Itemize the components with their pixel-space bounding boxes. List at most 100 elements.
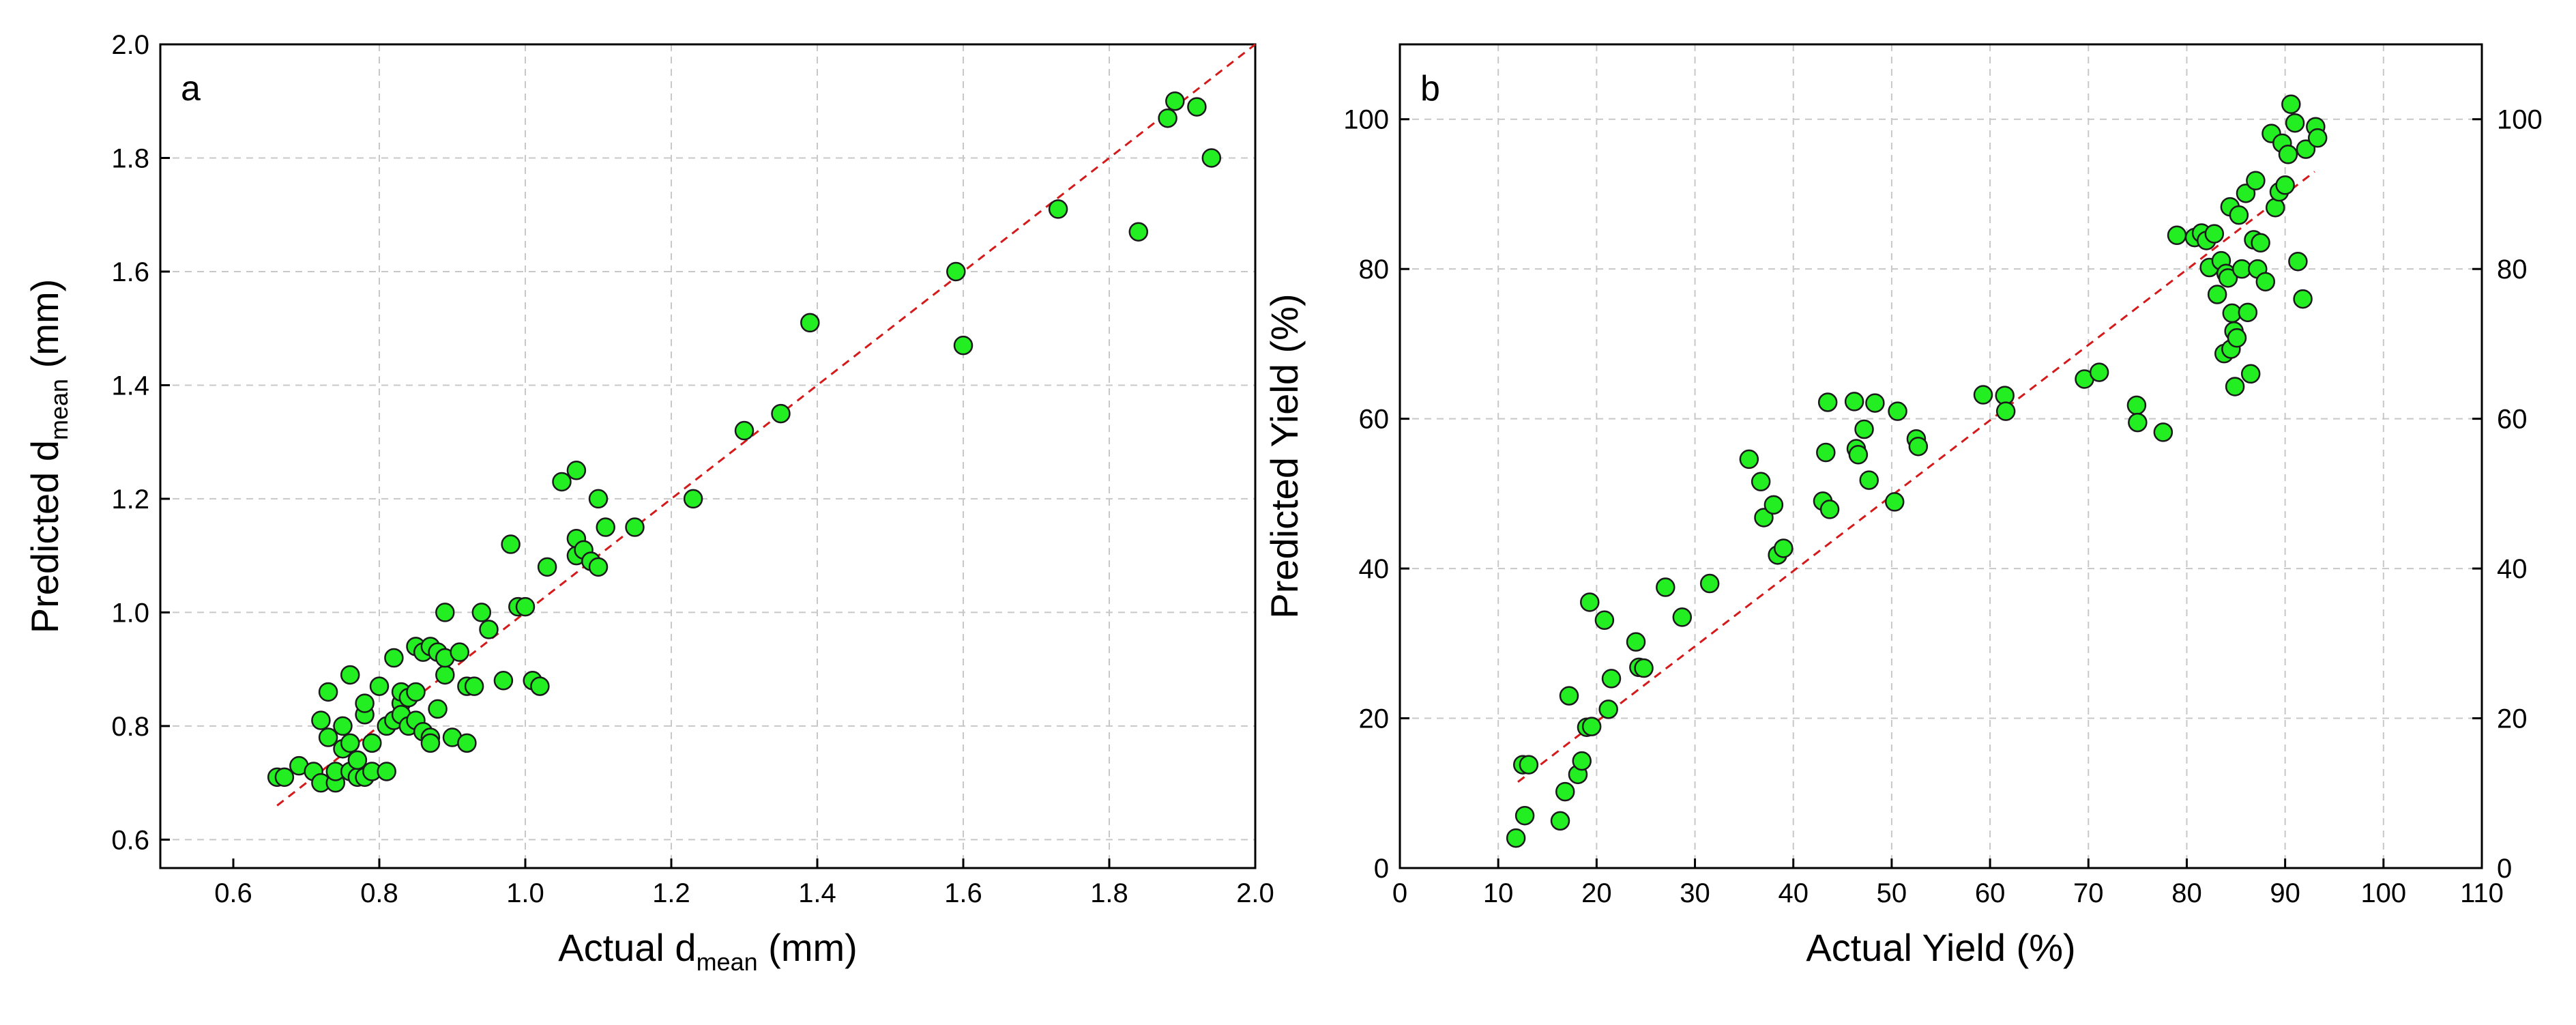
data-point bbox=[588, 557, 609, 577]
data-point bbox=[2153, 422, 2174, 442]
y-tick-label: 2.0 bbox=[111, 30, 149, 60]
panel-label: a bbox=[181, 69, 201, 109]
axis-title-unit: (mm) bbox=[23, 279, 66, 379]
right-y-tick-label: 0 bbox=[2497, 854, 2512, 884]
data-point bbox=[479, 620, 499, 639]
data-point bbox=[377, 762, 396, 781]
data-point bbox=[333, 716, 353, 736]
x-tick-label: 70 bbox=[2073, 878, 2104, 908]
data-point bbox=[1550, 811, 1570, 831]
data-point bbox=[1973, 385, 1993, 405]
data-point bbox=[2207, 285, 2227, 304]
data-point bbox=[1519, 755, 1539, 775]
data-point bbox=[1739, 449, 1759, 470]
data-point bbox=[1754, 508, 1774, 528]
data-point bbox=[435, 603, 455, 622]
data-point bbox=[384, 648, 404, 668]
data-point bbox=[1187, 97, 1207, 117]
y-tick-label: 80 bbox=[1359, 255, 1390, 285]
data-point bbox=[2288, 251, 2308, 272]
x-tick-label: 1.2 bbox=[652, 878, 690, 908]
x-axis-title: Actual Yield (%) bbox=[1806, 926, 2075, 969]
right-y-tick-label: 80 bbox=[2497, 255, 2528, 285]
x-tick-label: 80 bbox=[2171, 878, 2202, 908]
y-tick-label: 1.4 bbox=[111, 371, 149, 401]
plot-frame bbox=[159, 43, 1257, 869]
data-point bbox=[2251, 233, 2270, 253]
data-point bbox=[2225, 377, 2245, 396]
right-y-tick-label: 20 bbox=[2497, 704, 2528, 734]
data-point bbox=[953, 335, 974, 356]
y-tick-label: 0.8 bbox=[111, 712, 149, 742]
axis-title-unit: (mm) bbox=[758, 926, 858, 969]
x-tick-label: 20 bbox=[1581, 878, 1612, 908]
data-point bbox=[1859, 470, 1879, 490]
x-tick-label: 30 bbox=[1680, 878, 1710, 908]
axis-title-subscript: mean bbox=[697, 948, 758, 976]
data-point bbox=[1819, 500, 1840, 519]
data-point bbox=[274, 767, 295, 788]
data-point bbox=[1774, 538, 1794, 558]
data-point bbox=[530, 676, 550, 696]
data-point bbox=[1817, 392, 1838, 412]
data-point bbox=[420, 733, 441, 753]
data-point bbox=[515, 596, 536, 617]
data-point bbox=[625, 517, 645, 537]
data-point bbox=[1908, 436, 1929, 457]
data-point bbox=[1514, 805, 1535, 826]
data-point bbox=[800, 313, 820, 333]
data-point bbox=[2128, 412, 2148, 433]
data-point bbox=[1048, 199, 1068, 219]
data-point bbox=[1555, 781, 1575, 802]
data-point bbox=[552, 472, 572, 492]
data-point bbox=[1865, 393, 1885, 413]
right-y-tick-label: 100 bbox=[2497, 105, 2543, 135]
data-point bbox=[1158, 108, 1177, 128]
data-point bbox=[1581, 717, 1602, 736]
data-point bbox=[2281, 94, 2301, 115]
data-point bbox=[1626, 632, 1646, 652]
data-point bbox=[318, 727, 338, 747]
data-point bbox=[2227, 328, 2247, 348]
data-point bbox=[1598, 699, 1618, 719]
data-point bbox=[2238, 302, 2258, 323]
right-y-tick-label: 60 bbox=[2497, 405, 2528, 435]
data-point bbox=[2278, 145, 2298, 164]
data-point bbox=[771, 403, 791, 424]
data-point bbox=[347, 750, 368, 770]
data-point bbox=[2293, 289, 2313, 309]
data-point bbox=[1580, 592, 1600, 612]
data-point bbox=[1884, 492, 1905, 512]
data-point bbox=[1128, 222, 1149, 242]
x-tick-label: 50 bbox=[1877, 878, 1907, 908]
data-point bbox=[1816, 442, 1836, 463]
data-point bbox=[318, 682, 338, 702]
data-point bbox=[1848, 445, 1869, 465]
data-point bbox=[2089, 362, 2109, 382]
y-tick-label: 1.2 bbox=[111, 485, 149, 515]
y-tick-label: 40 bbox=[1359, 554, 1390, 584]
data-point bbox=[457, 733, 477, 753]
data-point bbox=[1506, 828, 1526, 848]
axis-title-main: Predicted d bbox=[23, 440, 66, 633]
data-point bbox=[946, 261, 966, 282]
data-point bbox=[566, 461, 587, 480]
data-point bbox=[1634, 658, 1654, 678]
y-tick-label: 0.6 bbox=[111, 825, 149, 855]
x-tick-label: 2.0 bbox=[1236, 878, 1274, 908]
data-point bbox=[2167, 225, 2187, 246]
data-point bbox=[2218, 268, 2238, 288]
chart-panel-b: 0 10 20 30 40 50 60 70 80 90 100 110020406080100020… bbox=[1263, 43, 2543, 969]
data-point bbox=[588, 489, 609, 509]
data-point bbox=[1594, 610, 1615, 631]
data-point bbox=[2246, 171, 2266, 190]
x-axis-title: Actual dmean (mm) bbox=[558, 926, 858, 976]
x-tick-label: 1.0 bbox=[506, 878, 544, 908]
data-point bbox=[1763, 495, 1784, 515]
data-point bbox=[406, 682, 426, 702]
data-point bbox=[734, 420, 755, 441]
y-tick-label: 1.6 bbox=[111, 257, 149, 287]
x-tick-label: 10 bbox=[1483, 878, 1514, 908]
data-point bbox=[537, 557, 557, 577]
y-tick-label: 60 bbox=[1359, 405, 1390, 435]
